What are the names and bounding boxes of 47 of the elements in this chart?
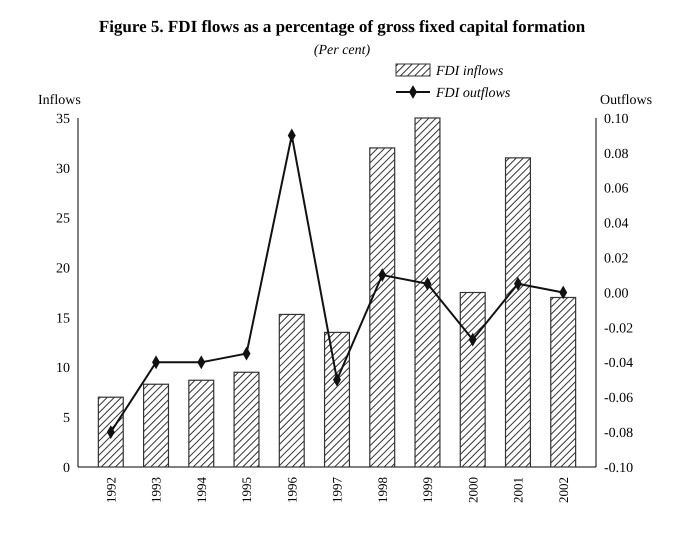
y2-tick-label: 0.08	[604, 146, 628, 162]
y-tick-label: 20	[56, 261, 70, 276]
x-tick-label: 1999	[420, 477, 436, 503]
bar	[414, 117, 441, 468]
x-tick-label: 1996	[284, 476, 300, 503]
bar	[233, 372, 260, 468]
bar	[369, 147, 396, 468]
x-tick-label: 1998	[374, 477, 390, 503]
bar	[460, 292, 486, 468]
y2-tick-label: 0.00	[604, 286, 628, 302]
y-axis-title: Inflows	[38, 93, 81, 108]
legend-label: FDI inflows	[435, 64, 504, 79]
x-tick-label: 2000	[465, 477, 480, 503]
y2-axis-title: Outflows	[600, 93, 652, 108]
x-tick-label: 1993	[148, 477, 164, 503]
x-tick-label: 1994	[194, 476, 209, 503]
y2-tick-label: 0.10	[604, 112, 628, 127]
y-tick-label: 5	[63, 411, 70, 426]
bar	[504, 157, 531, 468]
bar	[143, 384, 170, 468]
x-tick-label: 1997	[330, 476, 345, 503]
bar	[98, 396, 124, 468]
y-tick-label: 15	[56, 311, 70, 326]
bar	[188, 380, 214, 468]
x-tick-label: 1992	[103, 477, 118, 503]
legend-label: FDI outflows	[435, 86, 511, 101]
y2-tick-label: 0.04	[604, 216, 628, 232]
y-tick-label: 35	[56, 112, 70, 127]
x-tick-label: 2001	[510, 477, 526, 503]
y2-tick-label: -0.08	[604, 426, 634, 441]
y2-tick-label: -0.06	[604, 391, 634, 406]
y-tick-label: 0	[63, 460, 70, 476]
x-tick-label: 1995	[239, 477, 254, 503]
y2-tick-label: -0.02	[604, 321, 634, 336]
x-tick-label: 2002	[556, 477, 571, 503]
y2-tick-label: -0.04	[604, 356, 634, 372]
y-tick-label: 10	[56, 361, 70, 376]
y2-tick-label: -0.10	[604, 460, 634, 476]
bar	[278, 314, 305, 468]
y-tick-label: 25	[56, 212, 70, 227]
y2-tick-label: 0.06	[604, 182, 628, 197]
y2-tick-label: 0.02	[604, 252, 628, 266]
bar	[550, 296, 576, 468]
y-tick-label: 30	[56, 162, 70, 177]
chart-title: Figure 5. FDI flows as a percentage of gross fixed capital formation	[98, 17, 586, 36]
bar	[324, 332, 350, 468]
chart-subtitle: (Per cent)	[314, 43, 371, 58]
